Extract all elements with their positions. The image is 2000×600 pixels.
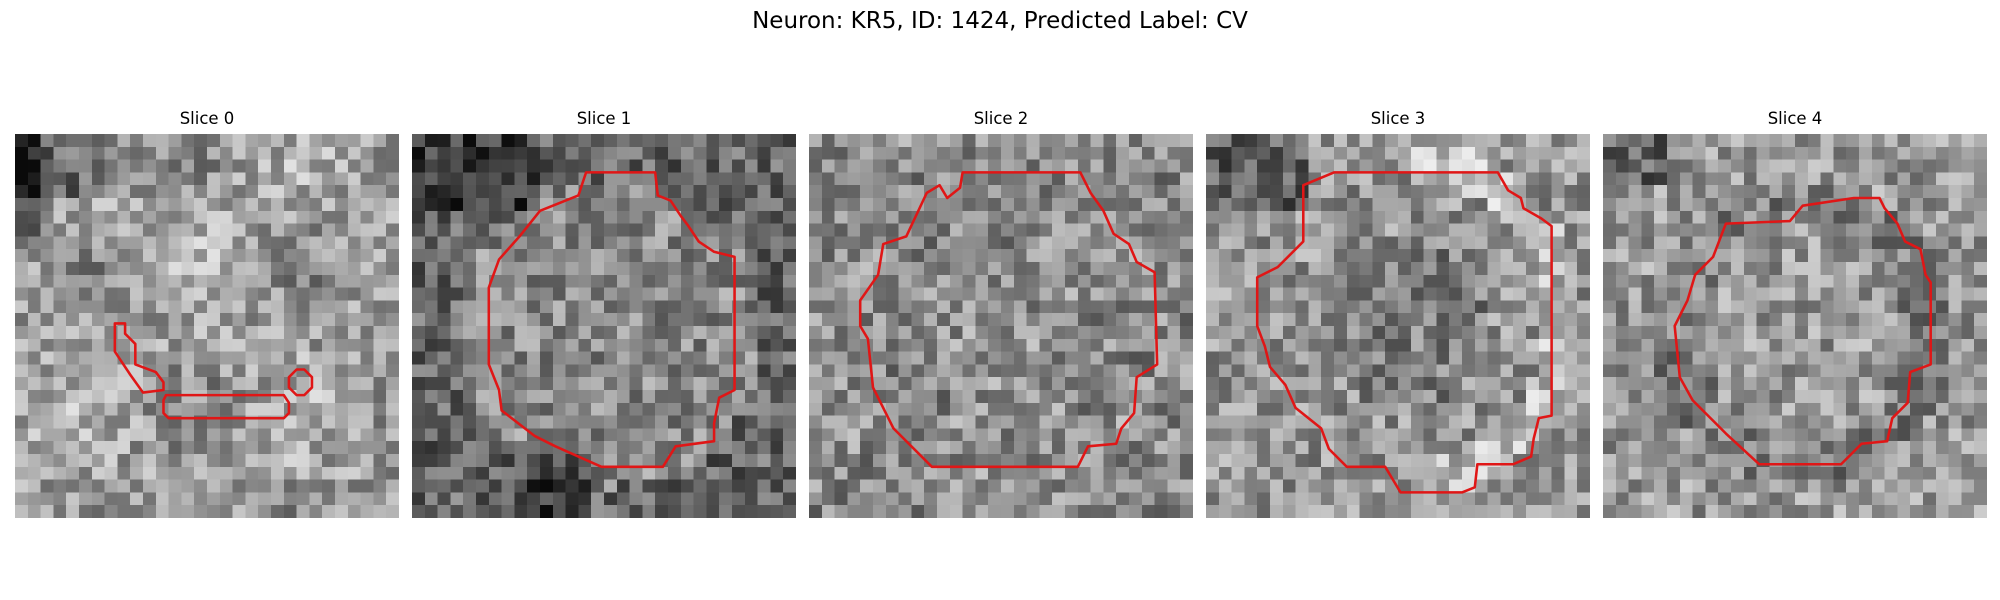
contour-path: [287, 368, 314, 397]
slice-title: Slice 0: [179, 109, 235, 128]
slice-panel-2: Slice 2: [809, 108, 1193, 518]
contour-path: [858, 171, 1159, 469]
slice-title: Slice 3: [1370, 109, 1426, 128]
segmentation-contour: [1255, 171, 1553, 494]
slice-image-3: [1206, 134, 1590, 518]
contour-path: [487, 171, 736, 469]
contour-path: [1255, 171, 1553, 494]
slice-title: Slice 4: [1767, 109, 1823, 128]
slice-panel-3: Slice 3: [1206, 108, 1590, 518]
slice-image-0: [15, 134, 399, 518]
contour-path: [162, 393, 291, 420]
slice-panel-1: Slice 1: [412, 108, 796, 518]
slice-panel-0: Slice 0: [15, 108, 399, 518]
slice-panel-4: Slice 4: [1603, 108, 1987, 518]
figure-title: Neuron: KR5, ID: 1424, Predicted Label: …: [752, 8, 1248, 34]
pixel-grid: [809, 134, 1193, 518]
segmentation-contour: [1673, 196, 1932, 466]
pixel-grid: [1603, 134, 1987, 518]
segmentation-contour: [487, 171, 736, 469]
contour-path: [113, 322, 165, 394]
segmentation-contour: [113, 322, 314, 420]
pixel-grid: [412, 134, 796, 518]
pixel-grid: [15, 134, 399, 518]
contour-path: [1673, 196, 1932, 466]
slice-image-4: [1603, 134, 1987, 518]
slice-image-2: [809, 134, 1193, 518]
slice-title: Slice 2: [973, 109, 1029, 128]
slice-image-1: [412, 134, 796, 518]
segmentation-contour: [858, 171, 1159, 469]
slice-title: Slice 1: [576, 109, 632, 128]
pixel-grid: [1206, 134, 1590, 518]
